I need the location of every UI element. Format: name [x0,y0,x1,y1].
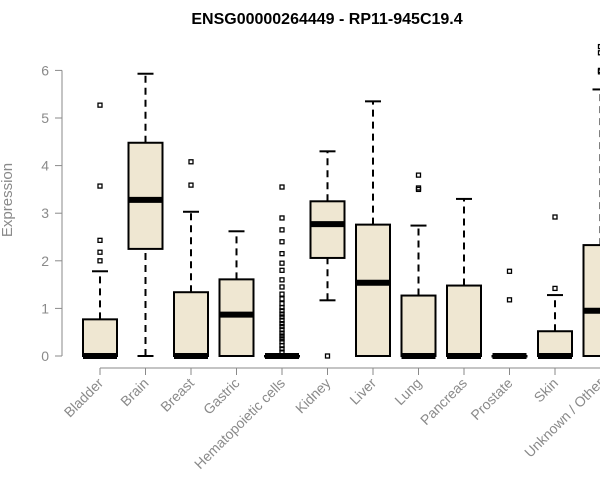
x-tick-label: Prostate [467,375,515,423]
y-tick-label: 6 [41,62,49,78]
outlier-point [415,185,422,191]
x-tick-label: Pancreas [417,375,470,428]
y-tick-label: 2 [41,253,49,269]
x-tick-label: Breast [157,375,197,415]
outlier-point [597,50,600,56]
y-axis: 0 1 2 3 4 5 6 [41,62,63,364]
outlier-point [279,336,285,342]
outlier-point [97,249,103,255]
box-iqr [173,291,209,358]
y-tick-label: 0 [41,348,49,364]
outlier-point [279,277,285,283]
outlier-point [506,268,513,274]
outlier-point [97,237,103,243]
box-iqr [355,223,391,357]
box-iqr [582,244,600,357]
x-tick-label: Lung [391,375,424,408]
outlier-point [279,239,285,245]
outlier-point [97,102,103,108]
box-series [82,43,600,359]
y-tick-label: 3 [41,205,49,221]
outlier-point [279,227,285,233]
box-group [173,159,209,359]
box-group [582,43,600,357]
x-tick-label: Gastric [200,375,243,418]
outlier-point [188,182,194,188]
box-group [446,197,482,359]
outlier-point [97,183,103,189]
outlier-point [279,215,285,221]
outlier-point [188,159,194,165]
outlier-point [279,346,285,352]
box-iqr [446,284,482,357]
outlier-point [279,330,285,336]
outlier-point [279,317,285,323]
outlier-point [279,308,285,314]
outlier-point [279,251,285,257]
outlier-point [279,300,285,307]
box-iqr [309,200,346,259]
box-iqr [127,141,164,250]
outlier-point [506,297,513,303]
box-iqr [218,278,255,358]
outlier-point [279,284,285,290]
outlier-point [279,333,285,339]
outlier-point [597,67,600,74]
outlier-point [97,258,103,264]
y-tick-label: 1 [41,300,49,316]
box-group [218,230,255,358]
box-iqr [537,330,573,357]
outlier-point [597,43,600,50]
outlier-point [279,320,285,327]
box-group [537,214,573,359]
x-tick-label: Brain [117,375,151,409]
box-group [491,268,528,359]
y-tick-label: 5 [41,110,49,126]
chart-title: ENSG00000264449 - RP11-945C19.4 [191,11,462,28]
outlier-point [279,311,285,317]
box-group [355,100,391,357]
box-group [400,172,437,359]
outlier-point [279,349,285,355]
y-tick-label: 4 [41,158,49,174]
outlier-point [279,323,285,330]
outlier-point [279,291,285,297]
x-tick-label: Kidney [292,375,334,417]
outlier-point [415,172,422,178]
box-iqr [400,294,437,358]
x-tick-label: Bladder [61,375,107,421]
y-axis-label: Expression [0,163,16,237]
outlier-point [279,184,285,190]
outlier-point [279,327,285,333]
outlier-point [279,314,285,320]
x-tick-label: Unknown / Other [521,375,600,461]
outlier-point [279,339,285,345]
box-group [127,72,164,357]
box-group [309,150,346,359]
outlier-point [324,353,331,359]
outlier-point [279,260,285,266]
x-tick-label: Liver [346,375,379,408]
box-iqr [82,318,118,357]
box-group [264,184,300,359]
outlier-point [552,285,558,292]
box-group [82,102,118,359]
x-tick-label: Hematopoietic cells [191,375,288,472]
outlier-point [552,214,558,220]
x-tick-label: Skin [531,375,562,406]
outlier-point [279,296,285,302]
outlier-point [279,267,285,273]
